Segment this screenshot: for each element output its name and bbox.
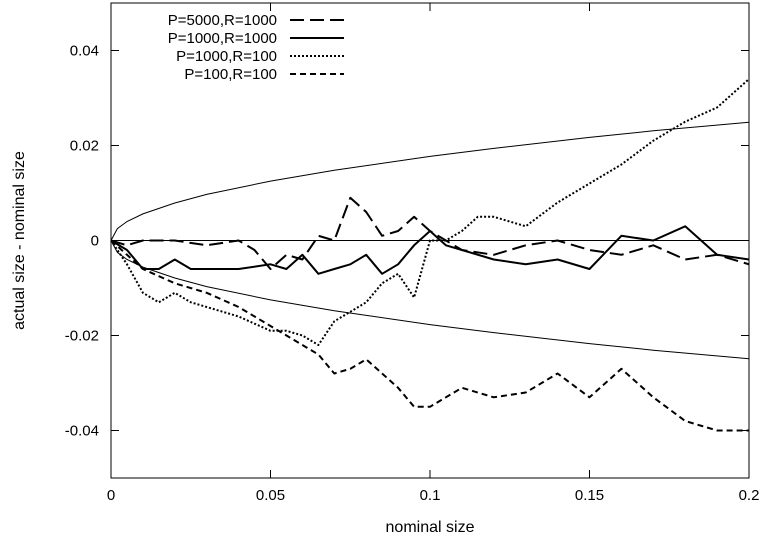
x-tick-label: 0 (107, 487, 115, 504)
legend-label: P=1000,R=100 (176, 48, 277, 65)
y-tick-label: 0.02 (70, 138, 99, 155)
legend-label: P=1000,R=1000 (168, 30, 277, 47)
legend-label: P=100,R=100 (184, 66, 277, 83)
x-tick-label: 0.05 (256, 487, 285, 504)
x-axis-label: nominal size (386, 519, 475, 536)
x-tick-label: 0.1 (420, 487, 441, 504)
y-axis-label: actual size - nominal size (11, 151, 28, 330)
series-line-4 (110, 239, 749, 432)
y-tick-label: 0 (91, 233, 99, 250)
x-tick-label: 0.15 (575, 487, 604, 504)
y-tick-label: -0.02 (65, 328, 99, 345)
series-line-3 (110, 78, 750, 346)
legend-label: P=5000,R=1000 (168, 12, 277, 29)
legend: P=5000,R=1000P=1000,R=1000P=1000,R=100P=… (168, 12, 344, 83)
reference-curve-2 (110, 240, 750, 360)
series-line-1 (110, 196, 750, 270)
x-tick-label: 0.2 (739, 487, 760, 504)
reference-curve-1 (110, 121, 750, 241)
y-tick-label: 0.04 (70, 43, 99, 60)
y-tick-label: -0.04 (65, 423, 99, 440)
series-line-2 (110, 225, 750, 275)
axis-ticks: 0 0.05 0.1 0.15 0.2 -0.04 -0.02 0 0.02 0.04 (65, 3, 760, 504)
series-lines (110, 78, 750, 432)
